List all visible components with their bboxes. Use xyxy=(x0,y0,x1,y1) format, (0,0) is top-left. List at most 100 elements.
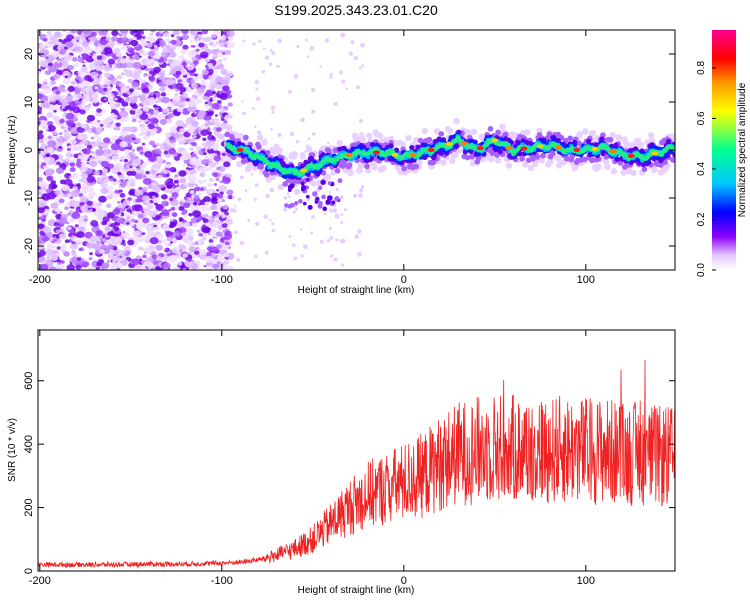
signal-dot xyxy=(576,130,584,138)
noise-dot xyxy=(172,196,177,200)
noise-dot xyxy=(103,78,112,86)
noise-dot xyxy=(353,55,359,61)
noise-dot xyxy=(186,79,190,83)
signal-dot xyxy=(540,152,546,159)
noise-dot xyxy=(69,167,76,173)
noise-dot xyxy=(333,101,338,107)
noise-dot xyxy=(261,69,266,74)
noise-dot xyxy=(137,246,143,251)
noise-dot xyxy=(58,228,64,233)
signal-dot xyxy=(549,150,556,157)
noise-dot xyxy=(77,183,81,186)
noise-dot xyxy=(183,221,191,228)
noise-dot xyxy=(96,177,102,181)
noise-dot xyxy=(195,48,200,52)
signal-dot xyxy=(620,169,627,176)
noise-dot xyxy=(69,101,78,108)
noise-dot xyxy=(111,255,121,263)
noise-dot xyxy=(228,221,232,225)
noise-dot xyxy=(102,152,108,157)
noise-dot xyxy=(188,66,193,70)
noise-dot xyxy=(64,75,68,79)
noise-dot xyxy=(123,212,130,218)
noise-dot xyxy=(168,255,178,263)
noise-dot xyxy=(46,120,54,127)
noise-dot xyxy=(319,65,322,68)
noise-dot xyxy=(52,73,61,80)
noise-dot xyxy=(144,151,153,158)
noise-dot xyxy=(78,226,85,232)
signal-dot xyxy=(291,151,299,158)
noise-dot xyxy=(194,183,198,186)
noise-dot xyxy=(148,51,155,57)
noise-dot xyxy=(155,256,162,262)
noise-dot xyxy=(88,103,92,107)
noise-dot xyxy=(201,249,206,253)
noise-dot xyxy=(329,75,333,79)
noise-dot xyxy=(140,151,144,155)
noise-dot xyxy=(353,193,358,198)
noise-dot xyxy=(211,43,217,48)
noise-dot xyxy=(151,185,161,193)
noise-dot xyxy=(192,223,198,228)
noise-dot xyxy=(130,39,139,47)
noise-dot xyxy=(214,114,219,117)
noise-dot xyxy=(112,192,119,198)
noise-dot xyxy=(207,166,213,171)
noise-dot xyxy=(189,40,193,43)
noise-dot xyxy=(221,152,226,156)
noise-dot xyxy=(65,140,70,144)
noise-dot xyxy=(122,32,128,37)
noise-dot xyxy=(127,197,133,202)
noise-dot xyxy=(84,87,89,92)
noise-dot xyxy=(209,161,217,168)
noise-dot xyxy=(132,178,137,182)
noise-dot xyxy=(111,228,116,232)
noise-dot xyxy=(81,261,90,268)
noise-dot xyxy=(178,170,187,177)
noise-dot xyxy=(45,86,49,89)
noise-dot xyxy=(204,156,208,159)
noise-dot xyxy=(119,58,127,64)
noise-dot xyxy=(100,188,106,193)
noise-dot xyxy=(89,252,93,256)
noise-dot xyxy=(132,90,141,98)
noise-dot xyxy=(65,112,75,120)
noise-dot xyxy=(253,197,257,201)
noise-dot xyxy=(124,148,130,154)
noise-dot xyxy=(263,214,268,220)
noise-dot xyxy=(131,218,136,223)
noise-dot xyxy=(215,61,221,65)
noise-dot xyxy=(45,153,51,158)
noise-dot xyxy=(254,254,258,259)
noise-dot xyxy=(126,85,130,89)
noise-dot xyxy=(202,172,206,176)
noise-dot xyxy=(61,250,66,253)
noise-dot xyxy=(108,195,113,199)
noise-dot xyxy=(187,197,192,201)
noise-dot xyxy=(129,96,138,104)
noise-dot xyxy=(270,128,273,131)
noise-dot xyxy=(82,124,87,128)
noise-dot xyxy=(306,55,310,59)
signal-dot xyxy=(453,117,460,125)
noise-dot xyxy=(132,61,142,69)
noise-dot xyxy=(76,158,81,163)
noise-dot xyxy=(131,258,140,266)
noise-dot xyxy=(75,122,82,127)
noise-dot xyxy=(73,62,79,67)
noise-dot xyxy=(115,122,121,127)
noise-dot xyxy=(264,55,270,60)
noise-dot xyxy=(44,78,49,83)
noise-dot xyxy=(207,111,214,116)
noise-dot xyxy=(38,110,41,115)
noise-dot xyxy=(84,141,88,144)
noise-dot xyxy=(170,142,176,148)
noise-dot xyxy=(120,207,126,212)
noise-dot xyxy=(254,80,259,85)
noise-dot xyxy=(326,141,330,145)
noise-dot xyxy=(221,243,230,251)
noise-dot xyxy=(252,106,256,110)
noise-dot xyxy=(44,158,50,163)
noise-dot xyxy=(66,147,71,152)
